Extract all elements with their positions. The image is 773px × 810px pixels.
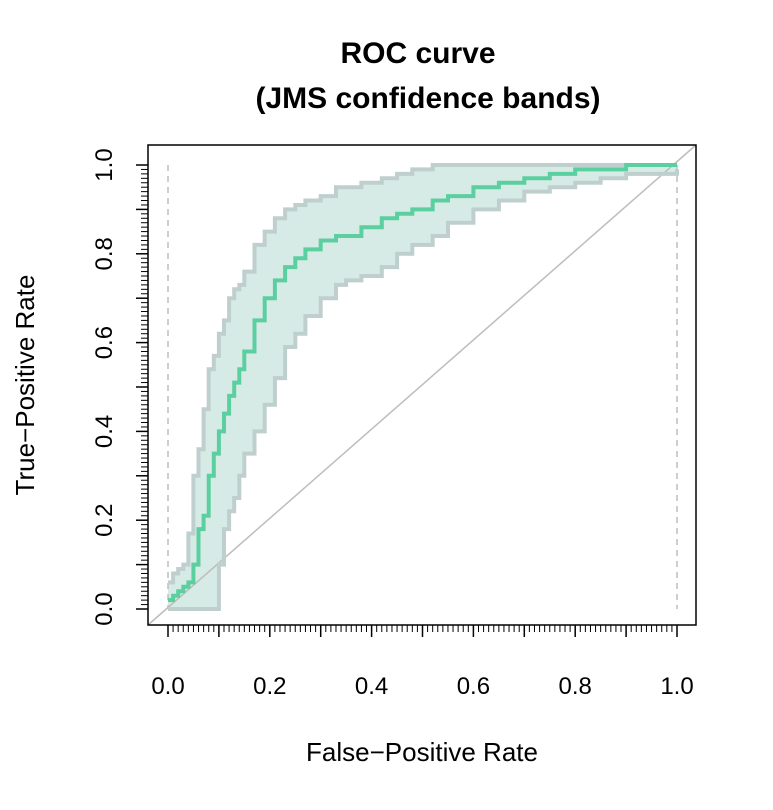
chart-title-line2: (JMS confidence bands) xyxy=(255,82,600,115)
y-tick-label: 0.4 xyxy=(91,415,118,448)
x-tick-label: 0.2 xyxy=(253,673,286,700)
x-axis: 0.0 0.2 0.4 0.6 0.8 1.0 xyxy=(151,625,694,700)
diagonal-reference-line xyxy=(147,144,697,626)
x-tick-label: 1.0 xyxy=(660,673,693,700)
y-axis: 0.0 0.2 0.4 0.6 0.8 1.0 xyxy=(91,148,148,626)
x-axis-label: False−Positive Rate xyxy=(306,737,538,767)
chart-title-line1: ROC curve xyxy=(340,37,495,70)
x-tick-label: 0.4 xyxy=(355,673,388,700)
confidence-band-area xyxy=(168,165,677,609)
plot-area xyxy=(147,144,697,626)
y-tick-label: 0.6 xyxy=(91,326,118,359)
y-tick-label: 0.0 xyxy=(91,592,118,625)
y-tick-label: 0.2 xyxy=(91,504,118,537)
x-tick-label: 0.6 xyxy=(457,673,490,700)
y-axis-label: True−Positive Rate xyxy=(10,275,40,496)
lower-band-line xyxy=(168,169,679,611)
y-tick-label: 0.8 xyxy=(91,237,118,270)
x-tick-label: 0.8 xyxy=(559,673,592,700)
upper-band-line xyxy=(168,163,677,585)
x-tick-label: 0.0 xyxy=(151,673,184,700)
y-tick-label: 1.0 xyxy=(91,148,118,181)
roc-curve-line xyxy=(168,163,677,603)
